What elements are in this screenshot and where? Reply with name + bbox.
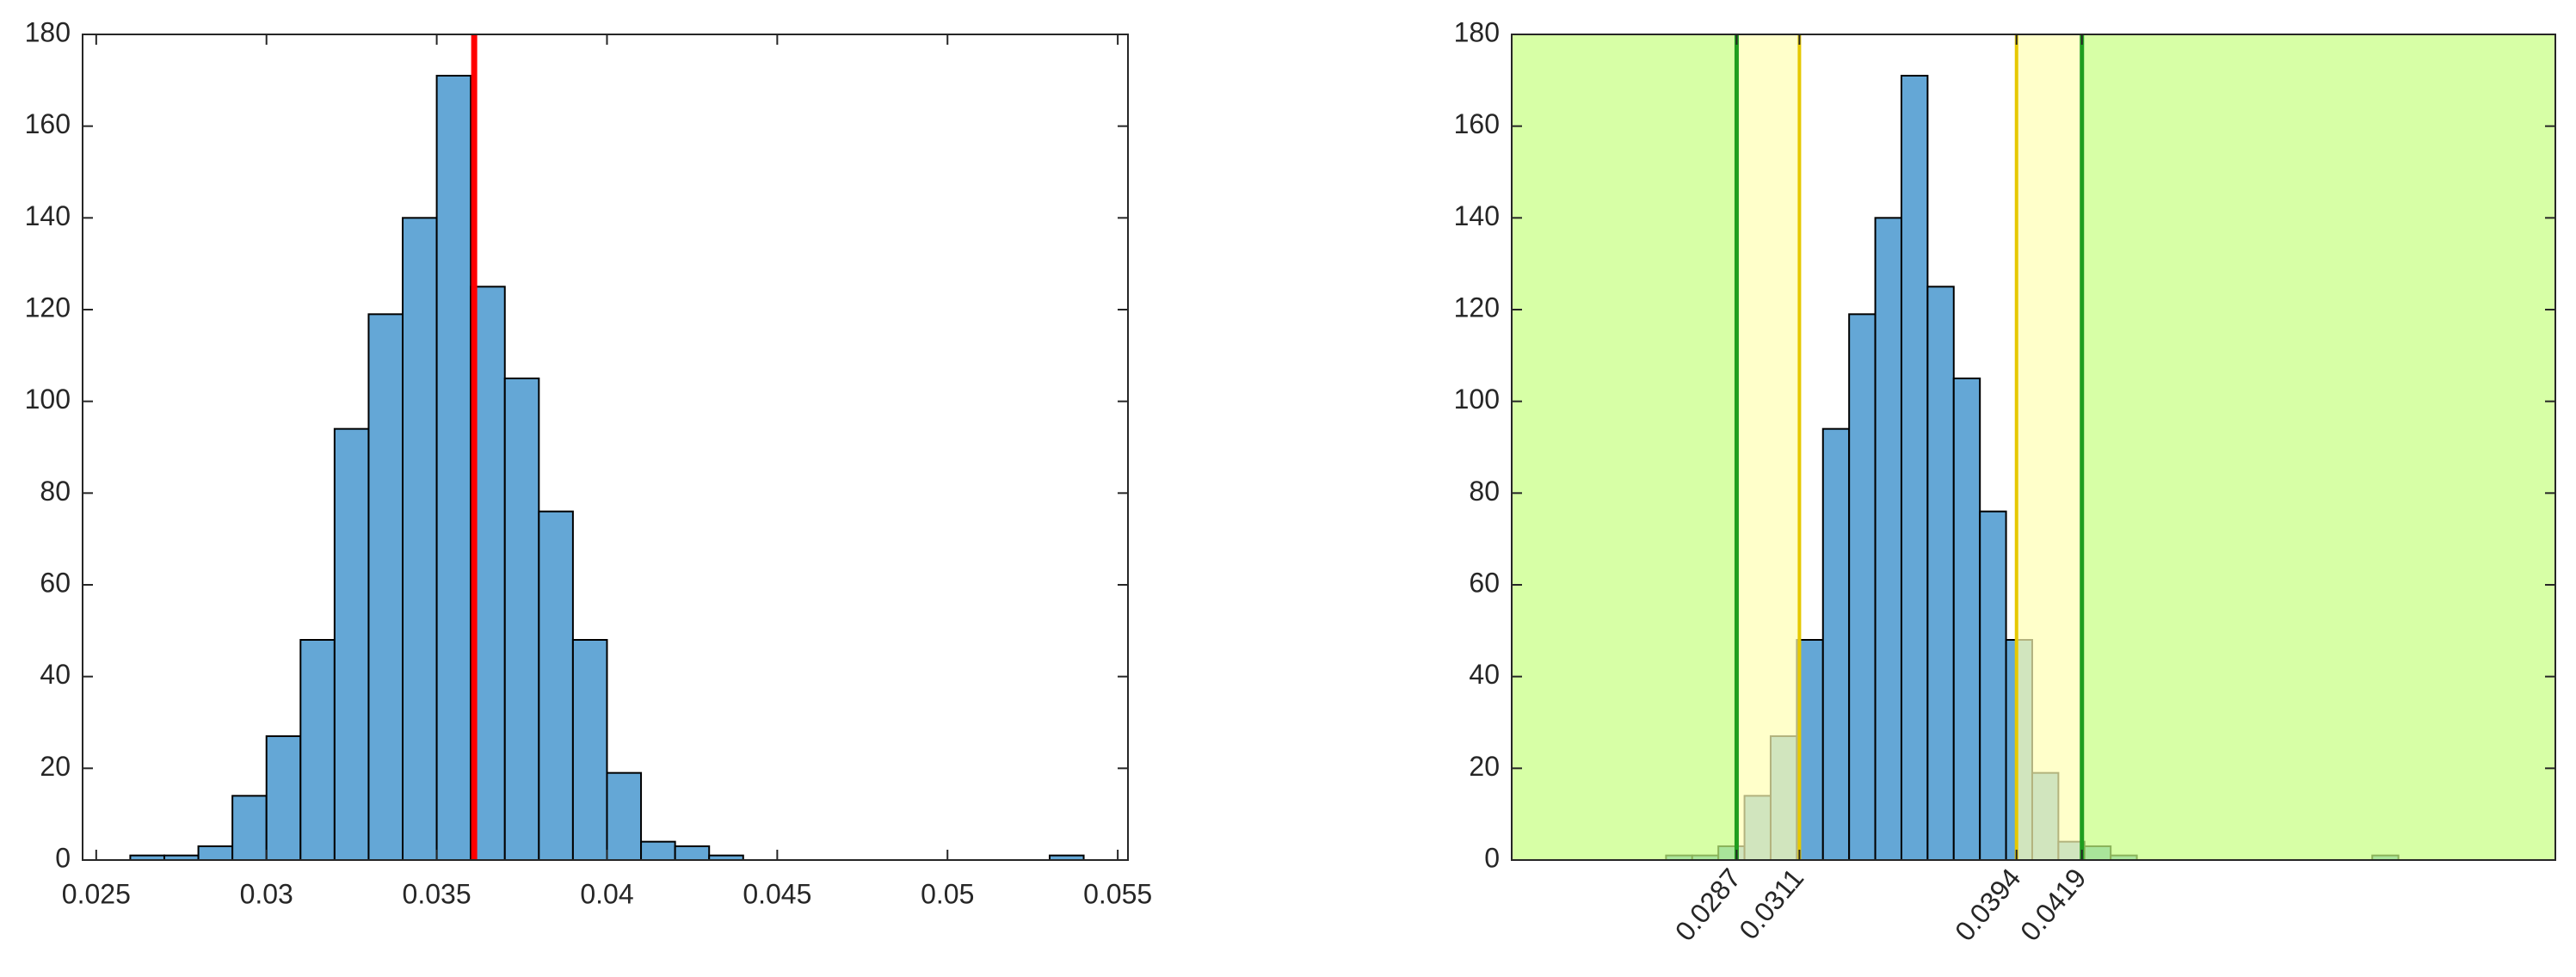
y-tick-label: 140 [1454,200,1500,231]
bar [367,313,404,862]
x-tick-label: 0.0287 [1669,863,1747,947]
bar [606,771,643,862]
inner-region [2016,34,2082,860]
bar [1848,313,1877,862]
axes-box [1511,34,2556,861]
y-tick-label: 60 [40,567,71,598]
y-tick-label: 20 [40,751,71,782]
bar [1926,286,1955,862]
y-tick-label: 80 [1469,476,1500,507]
y-tick-label: 120 [25,292,71,323]
inner-region [1736,34,1800,860]
bar [640,840,676,862]
y-tick-label: 0 [55,842,71,873]
x-tick-label: 0.03 [240,878,293,909]
y-tick-label: 100 [1454,384,1500,415]
bar [538,510,574,862]
x-tick-label: 0.025 [62,878,131,909]
bar [1900,75,1929,861]
x-tick-label: 0.0311 [1733,863,1809,945]
y-tick-label: 100 [25,384,71,415]
bar [231,795,268,861]
outer-region [2081,34,2555,860]
y-tick-label: 160 [1454,108,1500,139]
bar [1874,217,1902,862]
x-tick-label: 0.045 [743,878,811,909]
bar [197,845,234,861]
x-tick-label: 0.055 [1083,878,1152,909]
bar [435,75,472,861]
bar [265,735,302,861]
y-tick-label: 180 [25,16,71,47]
axes-box [82,34,1129,861]
bar [1952,378,1981,861]
bar [674,845,711,861]
bar [402,217,438,862]
x-tick-label: 0.035 [403,878,471,909]
x-tick-label: 0.0394 [1949,863,2026,947]
y-tick-label: 140 [25,200,71,231]
x-tick-label: 0.05 [921,878,974,909]
bar [571,639,608,861]
y-tick-label: 40 [1469,659,1500,690]
y-tick-label: 20 [1469,751,1500,782]
x-tick-label: 0.0419 [2014,863,2092,947]
bar [1821,427,1851,861]
bar [503,378,540,861]
y-tick-label: 180 [1454,16,1500,47]
y-tick-label: 160 [25,108,71,139]
bar [1979,510,2007,862]
y-tick-label: 60 [1469,567,1500,598]
y-tick-label: 0 [1484,842,1500,873]
y-tick-label: 80 [40,476,71,507]
y-tick-label: 40 [40,659,71,690]
bar [333,427,370,861]
y-tick-label: 120 [1454,292,1500,323]
bar [299,639,336,861]
x-tick-label: 0.04 [580,878,633,909]
outer-region [1512,34,1737,860]
